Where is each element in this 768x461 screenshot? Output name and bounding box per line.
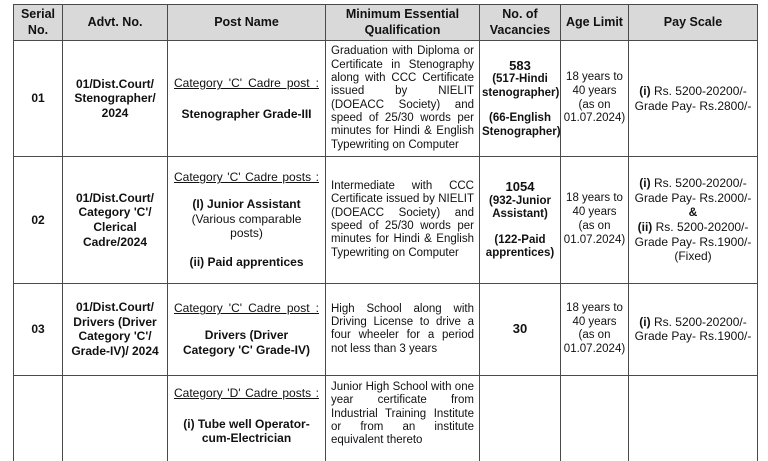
- vacancy-detail: (122-Paid apprentices): [485, 233, 555, 260]
- pay-ampersand: &: [688, 205, 698, 220]
- pay-index: (ii): [637, 219, 653, 234]
- serial-no: [13, 374, 63, 461]
- vacancy-total: 30: [512, 321, 528, 337]
- recruitment-table: Serial No. Advt. No. Post Name Minimum E…: [13, 3, 758, 461]
- post-name-cell: Category 'C' Cadre post : Stenographer G…: [167, 40, 326, 157]
- pay-text: Rs. 5200-20200/- Grade Pay- Rs.1900/-: [634, 219, 752, 249]
- post-note: (Various comparable posts): [191, 211, 302, 241]
- post-title: (I) Junior Assistant: [192, 196, 301, 211]
- advt-no: 01/Dist.Court/Stenographer/2024: [62, 40, 168, 157]
- age-limit: 18 years to 40 years (as on 01.07.2024): [560, 155, 629, 284]
- vacancies-cell: 583 (517-Hindi stenographer) (66-English S…: [479, 40, 561, 157]
- post-name-cell: Category 'C' Cadre post : Drivers (Drive…: [167, 282, 326, 376]
- post-title: Drivers (Driver Category 'C' Grade-IV): [182, 328, 311, 357]
- vacancy-detail: (517-Hindi stenographer): [482, 73, 560, 99]
- pay-scale-item: (i) Rs. 5200-20200/- Grade Pay- Rs.2000/…: [634, 176, 752, 205]
- category-label: Category 'C' Cadre post :: [174, 75, 319, 90]
- pay-index: (i): [639, 83, 651, 98]
- vacancy-total: 583: [509, 57, 531, 73]
- vacancy-detail: (932-Junior Assistant): [489, 194, 551, 221]
- pay-scale-item: (i) Rs. 5200-20200/- Grade Pay- Rs.1900/…: [634, 315, 752, 344]
- qualification-text: Junior High School with one year certifi…: [325, 374, 480, 461]
- post-name-cell: Category 'C' Cadre posts : (I) Junior As…: [167, 155, 326, 284]
- pay-scale-item: (i) Rs. 5200-20200/- Grade Pay- Rs.2800/…: [634, 84, 752, 113]
- category-label: Category 'C' Cadre post :: [174, 301, 319, 316]
- qualification-text: High School along with Driving License t…: [325, 282, 480, 376]
- table-row-category-d: Category 'D' Cadre posts : (i) Tube well…: [13, 374, 758, 461]
- vacancies-cell: 30: [479, 282, 561, 376]
- category-label: Category 'C' Cadre posts :: [174, 170, 319, 185]
- qualification-text: Intermediate with CCC Certificate issued…: [325, 155, 480, 284]
- serial-no: 02: [13, 155, 63, 284]
- advt-no: 01/Dist.Court/Drivers (Driver Category 'C…: [62, 282, 168, 376]
- table-row-drivers: 03 01/Dist.Court/Drivers (Driver Category…: [13, 282, 758, 376]
- pay-text: Rs. 5200-20200/- Grade Pay- Rs.1900/-: [634, 314, 752, 344]
- pay-index: (i): [639, 176, 651, 190]
- table-row-stenographer: 01 01/Dist.Court/Stenographer/2024 Categ…: [13, 40, 758, 157]
- vacancy-detail: (66-English Stenographer): [482, 112, 561, 139]
- header-post-name: Post Name: [167, 3, 326, 42]
- advt-no: 01/Dist.Court/Category 'C'/Clerical Cadre…: [62, 155, 168, 284]
- post-title: (ii) Paid apprentices: [189, 254, 304, 269]
- vacancies-cell: 1054 (932-Junior Assistant) (122-Paid appr…: [479, 155, 561, 284]
- pay-text: Rs. 5200-20200/- Grade Pay- Rs.2000/-: [634, 176, 752, 205]
- serial-no: 01: [13, 40, 63, 157]
- header-pay-scale: Pay Scale: [628, 3, 758, 42]
- age-limit: 18 years to 40 years (as on 01.07.2024): [560, 40, 629, 157]
- pay-index: (i): [639, 314, 651, 329]
- serial-no: 03: [13, 282, 63, 376]
- post-name-cell: Category 'D' Cadre posts : (i) Tube well…: [167, 374, 326, 461]
- qualification-text: Graduation with Diploma or Certificate i…: [325, 40, 480, 157]
- pay-scale-cell: (i) Rs. 5200-20200/- Grade Pay- Rs.2800/…: [628, 40, 758, 157]
- header-qualification: Minimum Essential Qualification: [325, 3, 480, 42]
- age-limit: [560, 374, 629, 461]
- post-title: Stenographer Grade-III: [181, 106, 312, 121]
- header-vacancies: No. of Vacancies: [479, 3, 561, 42]
- header-advt-no: Advt. No.: [62, 3, 168, 42]
- header-serial-no: Serial No.: [13, 3, 63, 42]
- pay-scale-cell: [628, 374, 758, 461]
- advt-no: [62, 374, 168, 461]
- vacancy-total: 1054: [505, 178, 535, 194]
- pay-scale-cell: (i) Rs. 5200-20200/- Grade Pay- Rs.1900/…: [628, 282, 758, 376]
- header-age-limit: Age Limit: [560, 3, 629, 42]
- pay-scale-item: (ii) Rs. 5200-20200/- Grade Pay- Rs.1900…: [634, 220, 752, 264]
- pay-text: Rs. 5200-20200/- Grade Pay- Rs.2800/-: [634, 83, 752, 113]
- category-label: Category 'D' Cadre posts :: [174, 385, 319, 400]
- pay-scale-cell: (i) Rs. 5200-20200/- Grade Pay- Rs.2000/…: [628, 155, 758, 284]
- vacancies-cell: [479, 374, 561, 461]
- age-limit: 18 years to 40 years (as on 01.07.2024): [560, 282, 629, 376]
- table-row-clerical: 02 01/Dist.Court/Category 'C'/Clerical Ca…: [13, 155, 758, 284]
- post-title: (i) Tube well Operator-cum-Electrician: [183, 416, 310, 446]
- table-header-row: Serial No. Advt. No. Post Name Minimum E…: [13, 3, 758, 42]
- pay-fixed-note: (Fixed): [674, 249, 712, 264]
